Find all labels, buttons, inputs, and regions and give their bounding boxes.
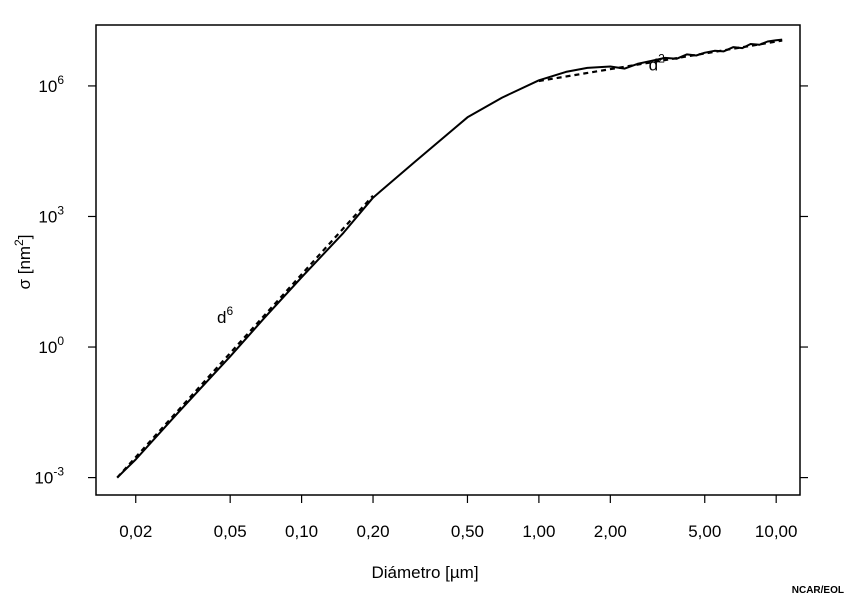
y-tick-label: 103 bbox=[38, 203, 64, 226]
y-tick-label: 100 bbox=[38, 334, 64, 357]
asymptote-dashed-line bbox=[116, 194, 374, 479]
x-axis-ticks: 0,02 0,05 0,10 0,20 0,50 1,00 2,00 5,00 10,00 bbox=[119, 495, 797, 541]
x-tick-label: 0,05 bbox=[214, 522, 247, 541]
x-tick-label: 0,02 bbox=[119, 522, 152, 541]
power-law-annotation: d6 bbox=[217, 304, 233, 327]
y-tick-label: 106 bbox=[38, 73, 64, 96]
x-tick-label: 0,20 bbox=[356, 522, 389, 541]
credit-text: NCAR/EOL bbox=[791, 585, 844, 596]
x-axis-label: Diámetro [µm] bbox=[371, 563, 479, 582]
y-axis-label: σ [nm2] bbox=[12, 235, 34, 290]
cross-section-curve bbox=[116, 38, 783, 479]
x-tick-label: 5,00 bbox=[688, 522, 721, 541]
x-tick-label: 0,10 bbox=[285, 522, 318, 541]
series-layer bbox=[116, 38, 783, 479]
x-tick-label: 1,00 bbox=[522, 522, 555, 541]
x-tick-label: 10,00 bbox=[755, 522, 798, 541]
plot-frame bbox=[95, 24, 801, 496]
x-tick-label: 2,00 bbox=[594, 522, 627, 541]
y-axis-ticks: 10-3 100 103 106 bbox=[34, 73, 808, 488]
x-tick-label: 0,50 bbox=[451, 522, 484, 541]
annotations-layer: d6 d2 bbox=[217, 52, 665, 327]
y-tick-label: 10-3 bbox=[34, 465, 64, 488]
power-law-annotation: d2 bbox=[649, 52, 665, 75]
